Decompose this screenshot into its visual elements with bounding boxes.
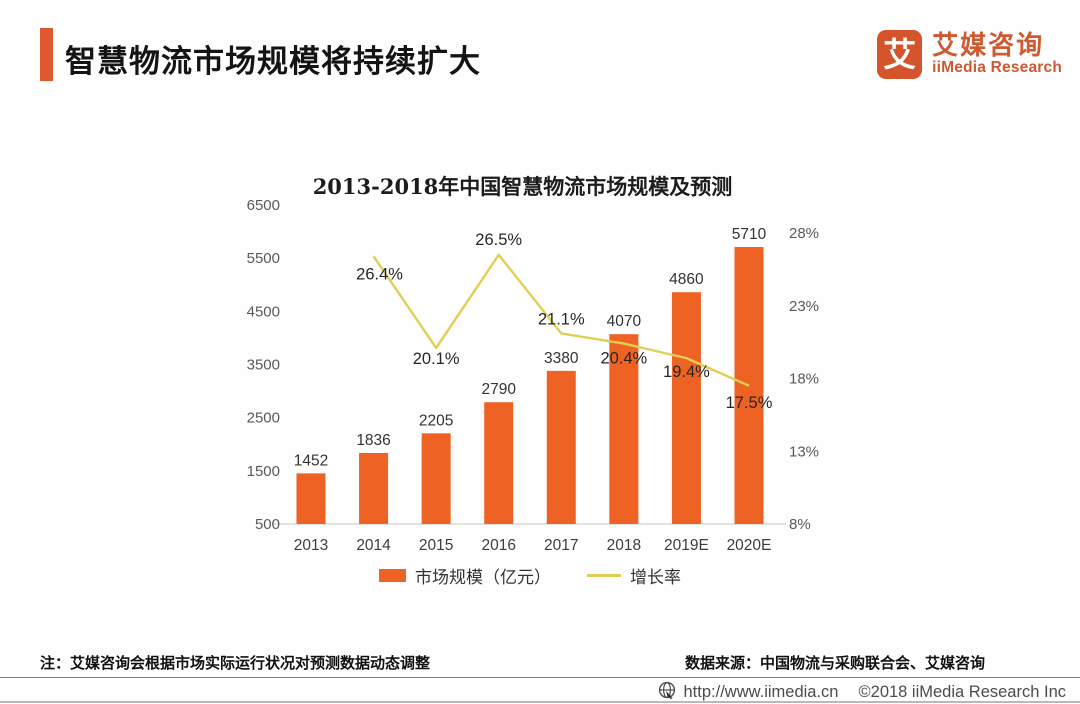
growth-point-label: 21.1% [538, 310, 585, 328]
line-series-swatch [587, 574, 621, 577]
website-url-link[interactable]: http://www.iimedia.cn [683, 683, 839, 701]
legend-item-growth-rate: 增长率 [587, 563, 681, 588]
x-axis-category-label: 2017 [544, 537, 578, 554]
page-title: 智慧物流市场规模将持续扩大 [65, 44, 481, 79]
growth-rate-line [372, 253, 750, 387]
globe-icon [658, 681, 676, 704]
bar-value-label: 1836 [356, 432, 390, 449]
left-axis-tick-label: 4500 [247, 303, 280, 320]
logo-text: 艾媒咨询 iiMedia Research [932, 29, 1062, 77]
bar-2013 [296, 473, 326, 524]
right-axis-tick-label: 28% [789, 225, 819, 242]
left-axis-tick-label: 3500 [247, 356, 280, 373]
bar-value-label: 4860 [669, 271, 704, 288]
legend-label-market-size: 市场规模（亿元） [415, 568, 551, 587]
x-axis-category-label: 2015 [419, 537, 453, 554]
x-axis-category-label: 2019E [664, 537, 709, 554]
footnote: 注：艾媒咨询会根据市场实际运行状况对预测数据动态调整 [40, 655, 431, 672]
growth-point-label: 26.5% [475, 231, 522, 249]
bar-value-label: 2205 [419, 412, 453, 429]
copyright-text: ©2018 iiMedia Research Inc [858, 683, 1066, 701]
title-accent-bar [40, 28, 53, 81]
bottom-bar: http://www.iimedia.cn ©2018 iiMedia Rese… [658, 681, 1066, 704]
chart-legend: 市场规模（亿元） 增长率 [230, 563, 830, 588]
x-axis-category-label: 2016 [481, 537, 515, 554]
bar-series-swatch [379, 569, 406, 582]
logo-name-cn: 艾媒咨询 [932, 29, 1045, 60]
legend-label-growth-rate: 增长率 [630, 568, 681, 587]
bar-value-label: 3380 [544, 350, 579, 367]
bar-2018 [609, 334, 639, 524]
left-axis-tick-label: 2500 [247, 410, 280, 427]
bar-2015 [421, 433, 451, 524]
bar-value-label: 4070 [607, 313, 642, 330]
right-axis-tick-label: 23% [789, 298, 819, 315]
left-axis-tick-label: 6500 [247, 197, 280, 214]
left-axis-tick-label: 500 [255, 516, 280, 533]
legend-item-market-size: 市场规模（亿元） [379, 563, 551, 588]
chart-title: 2013-2018年中国智慧物流市场规模及预测 [312, 174, 733, 199]
right-axis-tick-label: 13% [789, 443, 819, 460]
growth-point-label: 19.4% [663, 363, 710, 381]
bar-value-label: 1452 [294, 452, 328, 469]
chart-svg: 500 1500 2500 3500 4500 5500 6500 8% 13% 18% 23% 28… [247, 197, 819, 554]
right-axis-tick-label: 18% [789, 371, 819, 388]
x-axis-category-label: 2020E [727, 537, 772, 554]
logo-name-en: iiMedia Research [932, 59, 1062, 77]
left-axis-tick-label: 1500 [247, 463, 280, 480]
growth-point-label: 20.1% [413, 350, 460, 368]
left-axis-tick-label: 5500 [247, 250, 280, 267]
x-axis-category-label: 2013 [294, 537, 328, 554]
iimedia-logo: 艾 艾媒咨询 iiMedia Research [877, 30, 1062, 79]
bar-2019E [671, 292, 701, 524]
right-axis-tick-label: 8% [789, 516, 811, 533]
bar-2014 [359, 452, 389, 524]
bar-value-label: 2790 [481, 381, 516, 398]
growth-point-label: 17.5% [726, 394, 773, 412]
growth-point-label: 20.4% [600, 350, 647, 368]
data-source: 数据来源：中国物流与采购联合会、艾媒咨询 [684, 655, 985, 672]
iimedia-logo-icon: 艾 [877, 30, 923, 79]
footer-divider [0, 677, 1080, 678]
x-axis-category-label: 2018 [607, 537, 641, 554]
bar-2017 [546, 370, 576, 524]
x-axis-category-label: 2014 [356, 537, 391, 554]
growth-point-label: 26.4% [356, 265, 403, 283]
bar-value-label: 5710 [732, 226, 767, 243]
bar-2016 [484, 402, 514, 524]
